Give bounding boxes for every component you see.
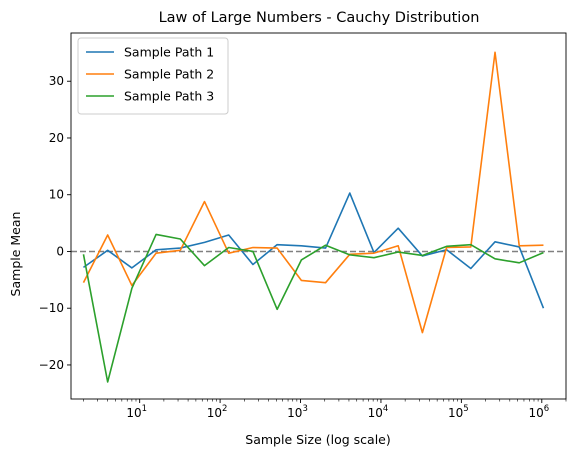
legend: Sample Path 1 Sample Path 2 Sample Path 3 (77, 37, 229, 115)
y-tick-label: 10 (49, 188, 64, 202)
y-tick-label: 20 (49, 131, 64, 145)
y-tick-label: −10 (39, 301, 64, 315)
y-axis-label: Sample Mean (8, 212, 23, 297)
legend-label-1: Sample Path 1 (124, 45, 214, 60)
chart-title: Law of Large Numbers - Cauchy Distributi… (159, 10, 480, 26)
x-axis-label: Sample Size (log scale) (245, 432, 390, 447)
legend-box (77, 37, 229, 115)
series-line-3 (82, 233, 544, 383)
plot-area (70, 32, 567, 400)
series-line-1 (82, 192, 545, 309)
y-tick-label: 0 (56, 244, 64, 258)
series-line-2 (82, 51, 544, 334)
y-tick-label: 30 (49, 74, 64, 88)
axes-frame (70, 32, 567, 400)
y-tick-label: −20 (39, 358, 64, 372)
y-axis-ticks: −20 −10 0 10 20 30 (39, 74, 71, 372)
legend-label-2: Sample Path 2 (124, 67, 214, 82)
legend-label-3: Sample Path 3 (124, 89, 214, 104)
x-axis-ticks: 101 102 103 104 105 106 (83, 399, 567, 420)
